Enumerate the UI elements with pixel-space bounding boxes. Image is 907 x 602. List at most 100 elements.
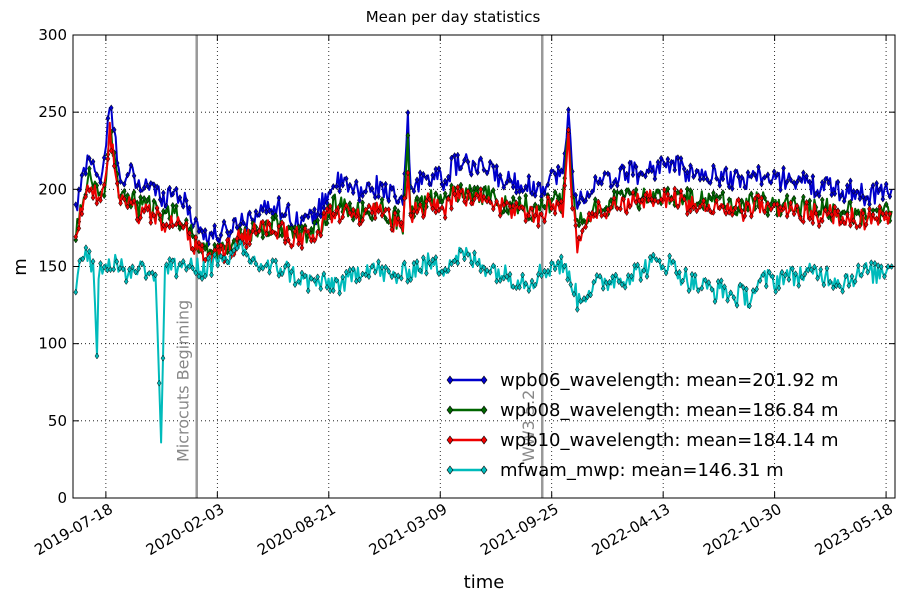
series-point	[136, 265, 142, 272]
series-point	[815, 274, 820, 282]
series-point	[241, 249, 246, 257]
series-point	[487, 158, 493, 166]
x-axis-label: time	[464, 572, 505, 593]
series-point	[376, 207, 381, 215]
series-point	[717, 194, 723, 201]
series-point	[832, 190, 838, 198]
series-point	[596, 198, 601, 206]
series-point	[649, 195, 655, 203]
series-point	[835, 178, 841, 186]
series-point	[745, 169, 751, 176]
series-point	[118, 178, 123, 185]
series-point	[273, 212, 279, 220]
series-point	[784, 192, 790, 200]
series-point	[357, 276, 362, 284]
series-point	[649, 167, 655, 175]
series-point	[562, 182, 568, 190]
series-point	[193, 233, 199, 241]
series-point	[770, 273, 775, 280]
series-point	[202, 272, 208, 280]
series-point	[164, 207, 169, 215]
series-point	[658, 154, 664, 162]
series-point	[369, 209, 375, 217]
series-point	[436, 206, 442, 214]
series-point	[588, 291, 593, 299]
series-point	[583, 223, 589, 231]
series-point	[720, 189, 726, 196]
series-point	[542, 217, 547, 225]
series-point	[312, 205, 317, 213]
series-point	[532, 281, 538, 289]
series-point	[729, 211, 735, 219]
series-point	[376, 193, 381, 200]
series-point	[799, 273, 805, 281]
series-point	[733, 204, 738, 212]
series-point	[714, 174, 719, 182]
series-point	[536, 270, 541, 278]
series-point	[347, 181, 353, 189]
series-point	[318, 231, 324, 239]
series-point	[887, 193, 893, 200]
series-point	[829, 211, 834, 218]
series-point	[611, 194, 617, 202]
series-point	[267, 207, 272, 215]
series-point	[145, 182, 150, 190]
y-tick-label: 250	[38, 103, 67, 121]
series-point	[417, 169, 423, 177]
series-point	[279, 231, 285, 239]
series-point	[568, 281, 574, 289]
series-point	[641, 267, 647, 275]
series-point	[170, 190, 176, 198]
series-point	[783, 271, 788, 279]
series-point	[153, 271, 158, 279]
series-point	[321, 270, 327, 278]
series-point	[279, 219, 285, 227]
series-point	[804, 198, 809, 206]
series-point	[599, 180, 604, 187]
series-point	[399, 219, 404, 227]
series-point	[669, 196, 674, 203]
series-point	[821, 281, 827, 289]
series-point	[218, 231, 224, 239]
series-point	[704, 175, 710, 183]
series-point	[618, 189, 623, 197]
series-point	[212, 222, 217, 230]
series-point	[655, 187, 661, 195]
series-point	[510, 283, 516, 291]
series-point	[720, 202, 726, 210]
series-point	[678, 155, 684, 162]
series-point	[762, 208, 768, 216]
series-point	[231, 216, 237, 224]
series-point	[840, 287, 845, 295]
series-point	[848, 221, 853, 229]
series-point	[765, 171, 771, 179]
series-point	[517, 194, 522, 202]
series-point	[819, 178, 825, 186]
series-point	[264, 230, 269, 238]
series-point	[754, 285, 759, 293]
series-point	[273, 257, 279, 265]
series-point	[692, 271, 698, 279]
series-point	[733, 168, 738, 175]
legend-marker	[480, 405, 488, 415]
series-point	[575, 306, 580, 313]
series-point	[491, 163, 496, 170]
series-point	[487, 198, 493, 206]
series-point	[625, 272, 631, 279]
series-point	[83, 170, 88, 178]
series-point	[549, 205, 554, 213]
series-point	[791, 194, 797, 202]
series-point	[446, 173, 451, 181]
series-point	[589, 188, 595, 196]
series-point	[826, 179, 831, 187]
series-point	[237, 226, 243, 233]
series-point	[305, 287, 311, 295]
series-point	[652, 196, 658, 204]
series-point	[643, 172, 648, 180]
series-point	[816, 209, 822, 217]
series-point	[658, 196, 664, 203]
series-point	[150, 269, 155, 277]
series-point	[414, 176, 420, 184]
series-point	[491, 205, 496, 213]
series-point	[793, 270, 798, 278]
